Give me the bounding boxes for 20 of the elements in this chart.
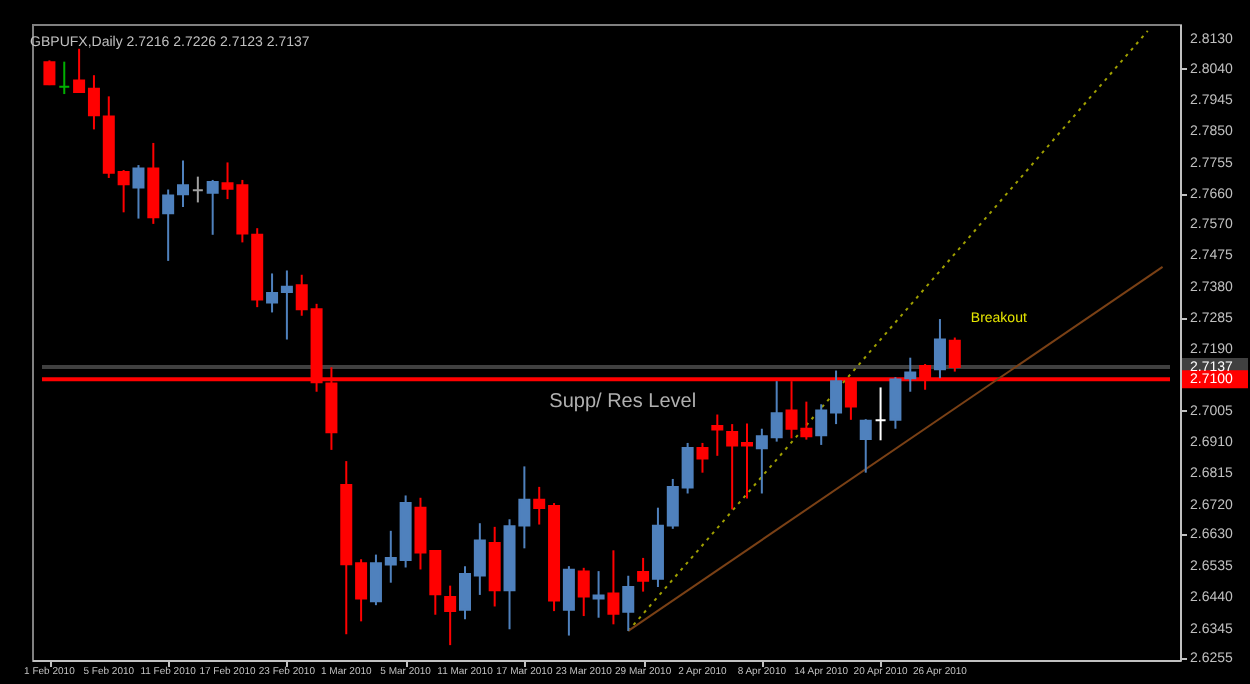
candlestick	[58, 60, 71, 96]
candlestick	[874, 386, 887, 442]
candlestick	[711, 413, 724, 457]
candlestick	[43, 59, 56, 87]
candlestick	[592, 570, 605, 619]
candlestick	[607, 549, 620, 626]
candlestick	[206, 178, 219, 236]
candlestick	[696, 441, 709, 474]
candlestick	[488, 525, 501, 608]
candlestick	[948, 336, 961, 373]
candlestick	[859, 418, 872, 474]
candlestick	[637, 556, 650, 593]
candlestick	[933, 318, 946, 380]
candlestick	[132, 164, 145, 220]
candlestick	[622, 574, 635, 632]
ref-line-label: Supp/ Res Level	[549, 391, 697, 414]
candlestick	[577, 566, 590, 618]
candlestick	[562, 565, 575, 637]
candlestick	[444, 584, 457, 647]
candlestick	[191, 175, 204, 204]
